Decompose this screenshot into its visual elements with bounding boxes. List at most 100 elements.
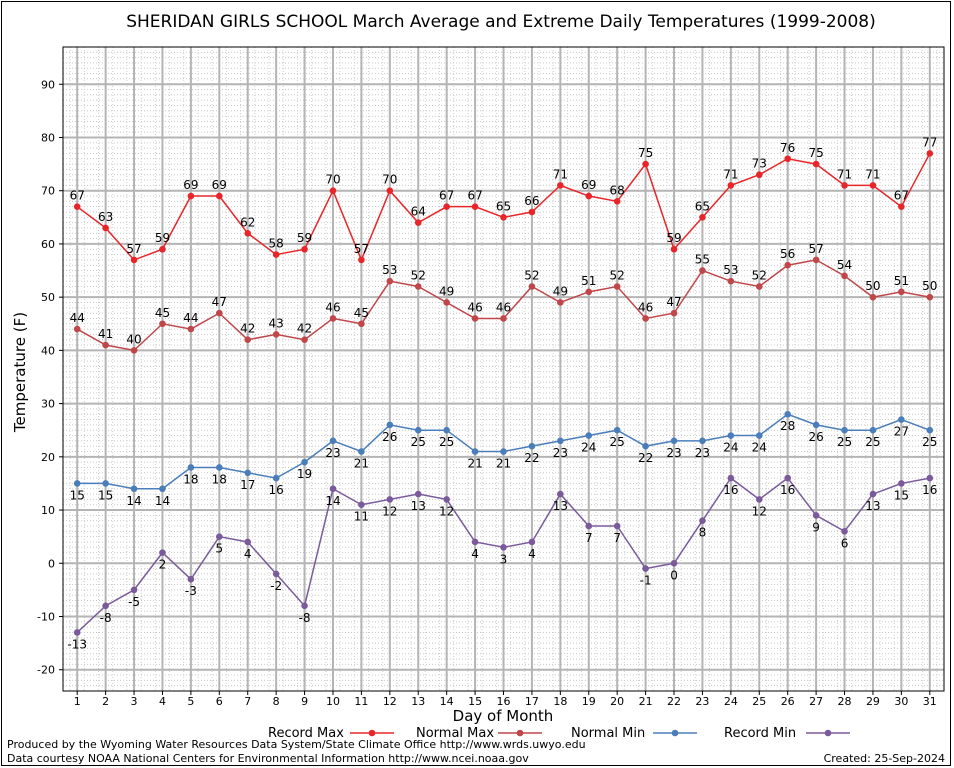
- x-tick-label: 20: [610, 695, 624, 708]
- data-label: 67: [894, 189, 909, 203]
- y-tick-label: 40: [41, 344, 55, 357]
- data-point: [699, 214, 706, 221]
- footer-produced-by: Produced by the Wyoming Water Resources …: [7, 738, 586, 751]
- data-point: [329, 187, 337, 195]
- data-label: 26: [808, 430, 823, 444]
- data-point: [642, 315, 649, 322]
- y-tick-label: 20: [41, 451, 55, 464]
- data-label: 16: [723, 483, 738, 497]
- data-point: [358, 256, 365, 264]
- data-label: 77: [922, 135, 937, 149]
- x-tick-label: 21: [639, 695, 653, 708]
- y-tick-label: 60: [41, 238, 55, 251]
- data-label: 23: [553, 446, 568, 460]
- x-tick-label: 4: [159, 695, 166, 708]
- x-tick-label: 28: [838, 695, 852, 708]
- data-label: 7: [585, 531, 593, 545]
- legend-swatch-marker: [824, 729, 832, 737]
- data-label: 16: [269, 483, 284, 497]
- x-tick-label: 5: [187, 695, 194, 708]
- data-label: 65: [695, 199, 710, 213]
- data-label: 9: [812, 520, 820, 534]
- data-point: [841, 426, 848, 434]
- y-tick-label: 70: [41, 185, 55, 198]
- data-point: [585, 192, 593, 200]
- data-label: 7: [613, 531, 621, 545]
- data-point: [73, 629, 81, 636]
- data-label: 12: [752, 504, 767, 518]
- data-point: [443, 496, 450, 503]
- data-point: [358, 448, 365, 455]
- data-point: [926, 426, 934, 434]
- data-point: [528, 283, 536, 290]
- legend-swatch-marker: [516, 729, 524, 737]
- data-label: 73: [752, 157, 767, 171]
- data-label: 14: [325, 494, 340, 508]
- data-label: 21: [496, 456, 511, 470]
- footer-created-date: Created: 25-Sep-2024: [823, 752, 945, 765]
- data-label: 11: [354, 510, 369, 524]
- data-point: [784, 410, 791, 418]
- x-tick-label: 16: [497, 695, 511, 708]
- data-label: 57: [354, 242, 369, 256]
- data-point: [414, 426, 422, 434]
- data-point: [755, 432, 763, 439]
- x-tick-label: 9: [301, 695, 308, 708]
- x-tick-label: 19: [582, 695, 596, 708]
- data-label: 17: [240, 478, 255, 492]
- data-label: 46: [496, 300, 511, 314]
- data-label: 22: [638, 451, 653, 465]
- data-label: 47: [212, 295, 227, 309]
- data-point: [613, 283, 621, 290]
- data-point: [159, 549, 166, 556]
- data-point: [272, 251, 280, 258]
- data-point: [841, 182, 848, 189]
- data-point: [727, 277, 735, 285]
- data-label: -8: [299, 611, 311, 625]
- x-tick-label: 24: [724, 695, 738, 708]
- data-label: 0: [670, 568, 678, 582]
- data-label: 66: [524, 194, 539, 208]
- data-label: 25: [411, 435, 426, 449]
- data-point: [699, 267, 706, 274]
- y-tick-label: 90: [41, 78, 55, 91]
- data-point: [471, 448, 479, 455]
- x-tick-label: 17: [525, 695, 539, 708]
- data-point: [727, 432, 735, 439]
- data-label: 49: [439, 284, 454, 298]
- data-point: [471, 315, 479, 322]
- x-tick-label: 13: [411, 695, 425, 708]
- x-tick-label: 3: [131, 695, 138, 708]
- data-point: [272, 331, 280, 338]
- data-label: 28: [780, 419, 795, 433]
- data-point: [301, 602, 308, 610]
- data-point: [471, 538, 479, 546]
- data-label: 46: [638, 300, 653, 314]
- legend-label: Record Min: [724, 726, 796, 741]
- data-point: [642, 160, 649, 168]
- data-label: 45: [354, 306, 369, 320]
- data-label: 4: [244, 547, 252, 561]
- data-point: [898, 288, 905, 296]
- data-label: 26: [382, 430, 397, 444]
- x-tick-label: 10: [326, 695, 340, 708]
- x-tick-label: 11: [354, 695, 368, 708]
- data-label: 59: [155, 231, 170, 245]
- data-label: 12: [382, 504, 397, 518]
- data-label: 8: [699, 526, 707, 540]
- data-point: [755, 171, 763, 179]
- data-label: 42: [240, 322, 255, 336]
- data-label: -5: [128, 595, 140, 609]
- data-label: 46: [467, 300, 482, 314]
- data-point: [642, 442, 649, 450]
- x-tick-label: 12: [383, 695, 397, 708]
- data-point: [414, 490, 422, 498]
- data-label: 22: [524, 451, 539, 465]
- data-point: [670, 437, 678, 445]
- data-point: [130, 347, 138, 354]
- data-point: [73, 480, 81, 487]
- data-label: 51: [894, 274, 909, 288]
- data-label: 12: [439, 504, 454, 518]
- data-point: [216, 309, 223, 317]
- data-label: 47: [666, 295, 681, 309]
